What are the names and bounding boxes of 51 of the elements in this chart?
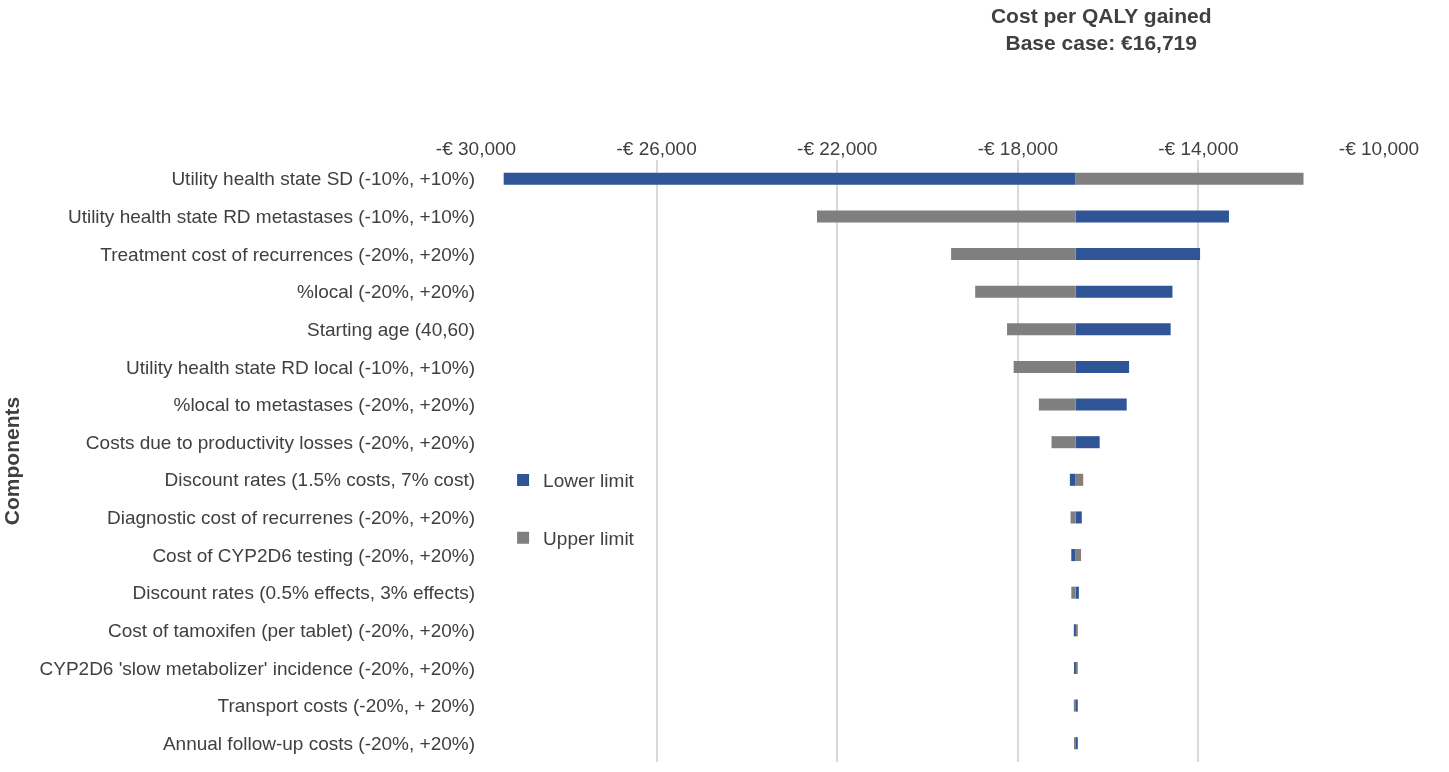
- bar: [1075, 210, 1229, 223]
- chart-title: Cost per QALY gained: [990, 4, 1212, 28]
- y-tick-label: Costs due to productivity losses (-20%, +20%): [85, 431, 475, 453]
- y-tick-label: Transport costs (-20%, + 20%): [217, 695, 475, 717]
- bar: [1071, 586, 1076, 599]
- y-axis-title: Components: [0, 396, 23, 526]
- y-tick-label: Utility health state SD (-10%, +10%): [171, 168, 475, 190]
- bar: [1070, 511, 1076, 524]
- y-tick-label: CYP2D6 'slow metabolizer' incidence (-20%, +20%): [39, 657, 475, 679]
- bar: [1075, 549, 1082, 562]
- bar: [1038, 398, 1076, 411]
- y-tick-label: %local to metastases (-20%, +20%): [173, 394, 475, 416]
- legend-label: Lower limit: [543, 470, 635, 492]
- legend-label: Upper limit: [543, 528, 635, 550]
- bar: [816, 210, 1076, 223]
- y-tick-label: Cost of tamoxifen (per tablet) (-20%, +20%): [108, 619, 475, 641]
- y-tick-label: Utility health state RD local (-10%, +10%): [125, 356, 475, 378]
- x-tick-label: -€ 14,000: [1158, 138, 1239, 160]
- y-tick-label: Discount rates (0.5% effects, 3% effects): [132, 582, 475, 604]
- bar: [1075, 248, 1201, 261]
- bar: [1075, 511, 1082, 524]
- y-tick-label: Diagnostic cost of recurrenes (-20%, +20%): [106, 507, 475, 529]
- bar: [1013, 360, 1076, 373]
- bar: [975, 285, 1076, 298]
- y-tick-label: Annual follow-up costs (-20%, +20%): [162, 732, 475, 754]
- bar: [951, 248, 1076, 261]
- bar: [1075, 473, 1084, 486]
- bar: [1075, 586, 1079, 599]
- bar: [1075, 285, 1173, 298]
- y-tick-label: Cost of CYP2D6 testing (-20%, +20%): [152, 544, 475, 566]
- x-tick-label: -€ 10,000: [1338, 138, 1420, 160]
- x-tick-label: -€ 22,000: [797, 138, 878, 160]
- y-tick-label: Starting age (40,60): [307, 318, 475, 340]
- y-tick-label: Treatment cost of recurrences (-20%, +20%): [100, 243, 475, 265]
- y-tick-label: %local (-20%, +20%): [297, 281, 475, 303]
- bar: [1075, 360, 1130, 373]
- bar: [1069, 473, 1076, 486]
- bar: [503, 172, 1076, 185]
- bar: [1075, 398, 1127, 411]
- bar: [1075, 436, 1100, 449]
- bar: [1071, 549, 1076, 562]
- y-tick-label: Discount rates (1.5% costs, 7% cost): [164, 469, 475, 491]
- bar: [1075, 172, 1304, 185]
- x-tick-label: -€ 30,000: [435, 138, 517, 160]
- bar: [1075, 323, 1171, 336]
- x-tick-label: -€ 18,000: [977, 138, 1058, 160]
- chart-subtitle: Base case: €16,719: [1005, 31, 1197, 55]
- y-tick-label: Utility health state RD metastases (-10%, +10%): [67, 206, 475, 228]
- bar: [1007, 323, 1076, 336]
- bar: [1051, 436, 1076, 449]
- x-tick-label: -€ 26,000: [616, 138, 697, 160]
